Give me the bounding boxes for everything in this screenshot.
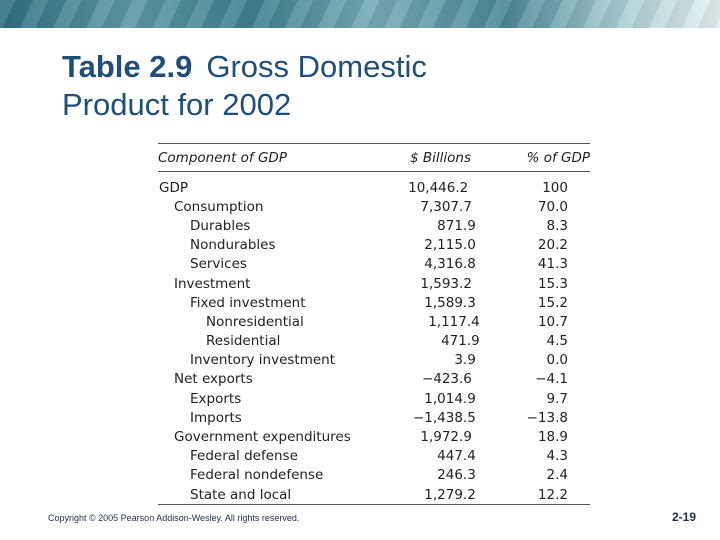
table-row: Exports 1,014.9 9.7	[158, 389, 590, 408]
cell-billions: 447.4	[437, 448, 476, 465]
table-bottom-rule	[158, 504, 590, 506]
cell-component: Consumption	[174, 198, 264, 215]
cell-billions: 871.9	[437, 217, 476, 234]
cell-percent: 15.2	[537, 294, 568, 311]
table-row: Services 4,316.8 41.3	[158, 255, 590, 274]
header-billions: $ Billions	[410, 149, 471, 166]
cell-percent: 2.4	[546, 467, 568, 484]
cell-percent: 8.3	[546, 217, 568, 234]
table-top-rule	[158, 143, 590, 144]
cell-component: Nonresidential	[206, 313, 304, 330]
cell-component: Residential	[206, 333, 281, 350]
gdp-table: Component of GDP $ Billions % of GDP GDP…	[158, 143, 590, 506]
cell-component: Federal nondefense	[190, 467, 324, 484]
table-header-rule	[158, 171, 590, 172]
cell-percent: 15.3	[537, 275, 568, 292]
cell-component: Federal defense	[190, 448, 298, 465]
table-row: Durables 871.9 8.3	[158, 216, 590, 235]
title-line-2: Product for 2002	[62, 87, 292, 122]
cell-component: Net exports	[174, 371, 253, 388]
cell-component: State and local	[190, 486, 292, 503]
cell-billions: 471.9	[441, 333, 480, 350]
cell-billions: 1,972.9	[420, 429, 472, 446]
cell-percent: 0.0	[546, 352, 568, 369]
cell-billions: 1,014.9	[424, 390, 476, 407]
table-row: Fixed investment 1,589.3 15.2	[158, 293, 590, 312]
table-row: Consumption 7,307.7 70.0	[158, 197, 590, 216]
cell-billions: −423.6	[421, 371, 472, 388]
cell-billions: −1,438.5	[412, 409, 476, 426]
cell-percent: 9.7	[546, 390, 568, 407]
cell-percent: −13.8	[526, 409, 568, 426]
table-row: Inventory investment 3.9 0.0	[158, 351, 590, 370]
cell-billions: 1,279.2	[424, 486, 476, 503]
table-row: Net exports −423.6 −4.1	[158, 370, 590, 389]
table-row: Residential 471.9 4.5	[158, 332, 590, 351]
cell-component: Exports	[190, 390, 242, 407]
cell-billions: 1,589.3	[424, 294, 476, 311]
cell-percent: 18.9	[537, 429, 568, 446]
header-component: Component of GDP	[158, 149, 287, 166]
cell-percent: 4.5	[546, 333, 569, 350]
table-row: Government expenditures 1,972.9 18.9	[158, 427, 590, 446]
cell-percent: −4.1	[535, 371, 568, 388]
header-banner	[0, 0, 720, 28]
cell-component: Inventory investment	[190, 352, 336, 369]
cell-percent: 20.2	[537, 237, 568, 254]
cell-percent: 100	[542, 179, 568, 196]
cell-component: Imports	[190, 409, 242, 426]
cell-billions: 7,307.7	[420, 198, 472, 215]
cell-billions: 3.9	[454, 352, 476, 369]
cell-percent: 10.7	[537, 313, 569, 330]
header-percent: % of GDP	[526, 149, 590, 166]
title-line-1: Gross Domestic	[206, 49, 427, 84]
cell-billions: 4,316.8	[424, 256, 476, 273]
page-number: 2-19	[671, 510, 696, 524]
table-body: GDP 10,446.2 100 Consumption 7,307.7 70.0 Dura…	[158, 178, 590, 504]
cell-component: Fixed investment	[190, 294, 306, 311]
table-number: Table 2.9	[62, 49, 193, 84]
cell-billions: 1,593.2	[420, 275, 472, 292]
cell-component: Nondurables	[190, 237, 276, 254]
table-row: Nondurables 2,115.0 20.2	[158, 236, 590, 255]
cell-component: Durables	[190, 217, 251, 234]
cell-component: Government expenditures	[174, 429, 351, 446]
slide-title: Table 2.9 Gross Domestic Product for 2002	[62, 48, 662, 124]
table-header: Component of GDP $ Billions % of GDP	[158, 144, 590, 171]
cell-percent: 70.0	[537, 198, 568, 215]
table-row: State and local 1,279.2 12.2	[158, 485, 590, 504]
cell-percent: 12.2	[537, 486, 568, 503]
copyright-footer: Copyright © 2005 Pearson Addison-Wesley.…	[48, 513, 300, 523]
cell-billions: 1,117.4	[428, 313, 480, 330]
cell-percent: 4.3	[546, 448, 568, 465]
table-row: Federal defense 447.4 4.3	[158, 447, 590, 466]
table-row: Investment 1,593.2 15.3	[158, 274, 590, 293]
cell-percent: 41.3	[537, 256, 568, 273]
cell-billions: 10,446.2	[408, 179, 469, 196]
cell-component: GDP	[159, 179, 188, 196]
table-row: GDP 10,446.2 100	[158, 178, 590, 197]
table-row: Imports −1,438.5 −13.8	[158, 408, 590, 427]
table-row: Nonresidential 1,117.4 10.7	[158, 312, 590, 331]
cell-component: Services	[190, 256, 247, 273]
table-row: Federal nondefense 246.3 2.4	[158, 466, 590, 485]
cell-billions: 246.3	[437, 467, 476, 484]
cell-billions: 2,115.0	[424, 237, 476, 254]
cell-component: Investment	[174, 275, 251, 292]
